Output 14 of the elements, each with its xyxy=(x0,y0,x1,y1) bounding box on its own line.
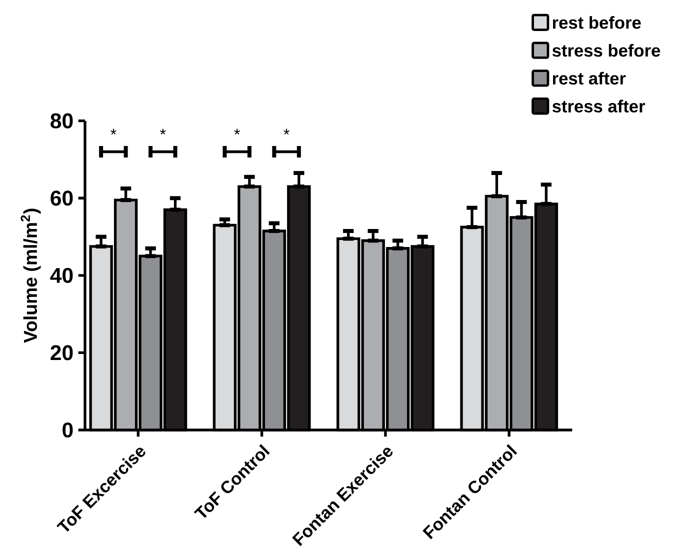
annotation: * xyxy=(160,128,166,134)
y-tick-label: 20 xyxy=(50,345,73,360)
y-tick-label: 60 xyxy=(50,190,73,206)
legend-label: stress before xyxy=(552,44,660,57)
legend-label: rest after xyxy=(552,72,626,85)
annotation: * xyxy=(110,128,116,134)
annotation: * xyxy=(284,128,290,134)
y-axis-title: Volume (ml/m$^{2}$) xyxy=(20,208,41,343)
legend-label: rest before xyxy=(552,16,641,29)
y-tick-label: 0 xyxy=(62,422,73,438)
annotation: * xyxy=(234,128,240,134)
y-tick-label: 40 xyxy=(50,268,73,283)
legend-label: stress after xyxy=(552,100,646,112)
y-tick-label: 80 xyxy=(50,113,73,128)
